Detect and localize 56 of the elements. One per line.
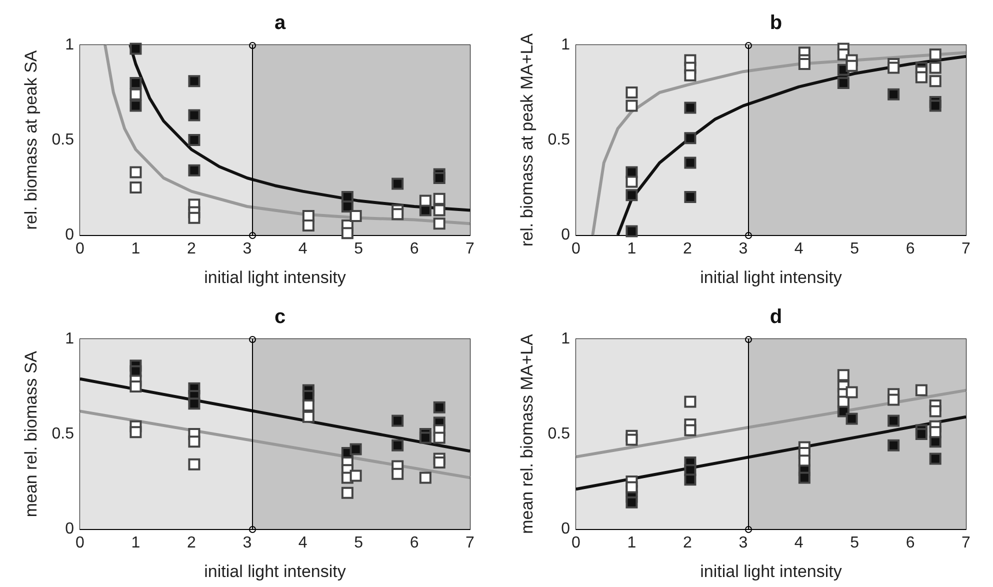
y-tick-label: 0.5	[52, 426, 74, 442]
y-tick-label: 0	[65, 226, 74, 244]
y-tick-label: 1	[561, 330, 570, 348]
x-tick-label: 5	[354, 534, 364, 552]
x-axis-title: initial light intensity	[204, 562, 346, 581]
x-tick-label: 3	[738, 240, 748, 258]
x-tick-label: 2	[186, 534, 196, 552]
x-axis-title: initial light intensity	[700, 562, 842, 581]
y-tick-label: 0.5	[548, 426, 570, 442]
x-tick-label: 6	[906, 534, 915, 552]
x-tick-label: 1	[627, 534, 636, 552]
x-tick-label: 7	[962, 240, 971, 258]
x-tick-label: 7	[466, 240, 475, 258]
x-tick-label: 1	[131, 534, 140, 552]
x-tick-label: 6	[410, 534, 419, 552]
y-axis-title: rel. biomass at peak MA+LA	[517, 32, 536, 247]
chart-title: b	[770, 12, 782, 34]
x-tick-label: 7	[466, 534, 475, 552]
chart-title: c	[274, 306, 286, 328]
y-axis-title: mean rel. biomass SA	[21, 350, 40, 518]
x-tick-label: 5	[850, 534, 860, 552]
x-tick-label: 4	[298, 240, 308, 258]
x-tick-label: 4	[794, 534, 804, 552]
x-tick-label: 4	[298, 534, 308, 552]
x-tick-label: 1	[627, 240, 636, 258]
x-tick-label: 3	[242, 240, 252, 258]
x-tick-label: 5	[850, 240, 860, 258]
x-axis-title: initial light intensity	[204, 268, 346, 287]
y-tick-label: 1	[65, 330, 74, 348]
x-tick-label: 0	[76, 240, 85, 258]
x-tick-label: 0	[572, 534, 581, 552]
x-axis-title: initial light intensity	[700, 268, 842, 287]
y-axis-title: mean rel. biomass MA+LA	[517, 333, 536, 534]
x-tick-label: 7	[962, 534, 971, 552]
x-tick-label: 3	[738, 534, 748, 552]
chart-title: a	[274, 12, 286, 34]
y-tick-label: 1	[65, 36, 74, 54]
x-tick-label: 3	[242, 534, 252, 552]
x-tick-label: 6	[906, 240, 915, 258]
x-tick-label: 0	[76, 534, 85, 552]
y-axis-title: rel. biomass at peak SA	[21, 50, 40, 230]
x-tick-label: 2	[682, 534, 692, 552]
y-tick-label: 1	[561, 36, 570, 54]
x-tick-label: 1	[131, 240, 140, 258]
x-tick-label: 4	[794, 240, 804, 258]
x-tick-label: 5	[354, 240, 364, 258]
y-tick-label: 0	[561, 520, 570, 538]
x-tick-label: 2	[682, 240, 692, 258]
y-tick-label: 0	[561, 226, 570, 244]
x-tick-label: 2	[186, 240, 196, 258]
x-tick-label: 0	[572, 240, 581, 258]
y-tick-label: 0.5	[548, 132, 570, 148]
chart-title: d	[770, 306, 782, 328]
x-tick-label: 6	[410, 240, 419, 258]
y-tick-label: 0.5	[52, 132, 74, 148]
y-tick-label: 0	[65, 520, 74, 538]
